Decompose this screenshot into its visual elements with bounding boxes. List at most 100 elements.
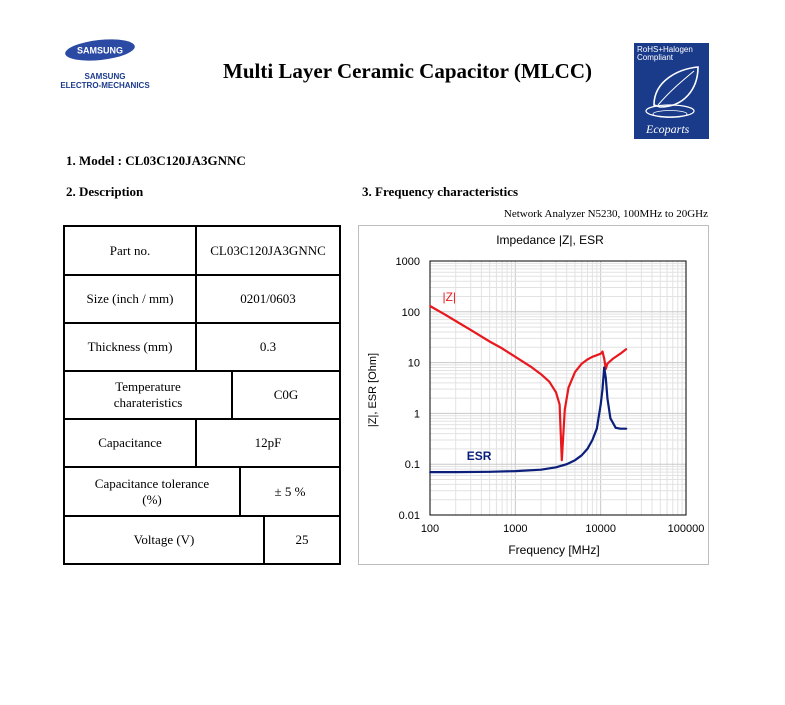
- impedance-point: [488, 340, 491, 343]
- impedance-series-line: [429, 305, 628, 462]
- impedance-point: [574, 371, 576, 373]
- esr-point: [514, 470, 517, 472]
- impedance-point: [580, 362, 583, 365]
- spec-value: C0G: [273, 387, 299, 402]
- y-tick-label: 0.1: [405, 459, 420, 471]
- esr-point: [540, 468, 542, 471]
- table-row: Capacitance 12pF: [65, 420, 339, 468]
- impedance-point: [591, 355, 594, 358]
- impedance-point: [529, 365, 532, 368]
- impedance-point: [599, 352, 602, 355]
- impedance-point: [560, 459, 563, 462]
- chart-ticks: 0.01 0.1 1 10 100 1000 100 1000 10000 100000: [396, 256, 705, 535]
- samsung-logo-text: SAMSUNG: [77, 46, 123, 56]
- table-row: Capacitance tolerance (%) ± 5 %: [65, 468, 339, 517]
- impedance-point: [563, 408, 566, 411]
- eco-badge-line2: Compliant: [637, 53, 674, 62]
- esr-point: [603, 366, 606, 369]
- y-tick-label: 1: [414, 408, 420, 420]
- esr-point: [601, 388, 604, 391]
- impedance-point: [606, 362, 609, 365]
- leaf-icon: [645, 66, 699, 118]
- spec-label: Thickness (mm): [65, 324, 197, 370]
- spec-value: 25: [295, 532, 309, 547]
- impedance-series-label: |Z|: [442, 290, 456, 304]
- spec-label: Temperature charateristics: [65, 372, 233, 418]
- impedance-point: [514, 355, 517, 358]
- frequency-heading: 3. Frequency characteristics: [362, 184, 519, 199]
- esr-point: [555, 466, 557, 469]
- x-tick-label: 100000: [668, 523, 705, 535]
- spec-label: Part no.: [65, 227, 197, 274]
- spec-label: Capacitance: [65, 420, 197, 466]
- chart-grid: [429, 261, 686, 516]
- impedance-point: [548, 380, 551, 383]
- spec-value: CL03C120JA3GNNC: [210, 242, 326, 258]
- table-row: Temperature charateristics C0G: [65, 372, 339, 420]
- esr-point: [619, 427, 622, 430]
- esr-point: [609, 417, 612, 420]
- esr-point: [580, 454, 583, 457]
- esr-point: [604, 377, 607, 379]
- esr-point: [574, 459, 576, 462]
- esr-series-label: ESR: [467, 449, 492, 463]
- esr-point: [586, 448, 589, 450]
- company-name: SAMSUNG: [84, 72, 126, 81]
- spec-value: 0201/0603: [240, 291, 296, 306]
- description-heading: 2. Description: [66, 184, 144, 199]
- chart-canvas: |Z| ESR 0.01 0.1 1 10 100 1000 100 1000 10000 1000…: [367, 233, 705, 557]
- esr-point: [565, 463, 568, 466]
- esr-point: [614, 426, 617, 429]
- x-tick-label: 100: [421, 523, 439, 535]
- esr-point: [625, 427, 628, 430]
- impedance-point: [612, 357, 614, 360]
- impedance-point: [444, 313, 446, 316]
- company-division: ELECTRO-MECHANICS: [60, 81, 150, 90]
- impedance-chart: |Z| ESR 0.01 0.1 1 10 100 1000 100 1000 10000 1000…: [358, 225, 709, 565]
- spec-table: Part no. CL03C120JA3GNNC Size (inch / mm…: [63, 225, 341, 565]
- spec-value: ± 5 %: [274, 483, 306, 499]
- impedance-point: [625, 348, 628, 350]
- ecoparts-brand-text: Ecoparts: [646, 122, 690, 136]
- spec-label: Capacitance tolerance (%): [65, 468, 241, 515]
- x-tick-label: 10000: [585, 523, 616, 535]
- impedance-point: [558, 403, 561, 406]
- y-axis-label: |Z|, ESR [Ohm]: [367, 353, 379, 427]
- chart-title: Impedance |Z|, ESR: [496, 233, 604, 247]
- impedance-point: [429, 305, 431, 307]
- spec-value: 12pF: [254, 435, 282, 450]
- samsung-logo: SAMSUNG: [65, 39, 135, 61]
- y-tick-label: 100: [402, 307, 420, 319]
- table-row: Size (inch / mm) 0201/0603: [65, 276, 339, 324]
- plot-frame: [429, 260, 687, 516]
- impedance-point: [595, 354, 598, 357]
- esr-point: [595, 427, 598, 430]
- impedance-point: [567, 386, 570, 389]
- spec-label: Size (inch / mm): [65, 276, 197, 322]
- esr-point: [429, 471, 431, 473]
- impedance-point: [601, 350, 604, 353]
- model-heading: 1. Model : CL03C120JA3GNNC: [66, 153, 246, 168]
- esr-point: [599, 403, 602, 406]
- impedance-point: [454, 320, 457, 322]
- eco-badge-line1: RoHS+Halogen: [637, 45, 693, 54]
- analyzer-note: Network Analyzer N5230, 100MHz to 20GHz: [503, 208, 708, 220]
- y-tick-label: 0.01: [399, 510, 420, 522]
- y-tick-label: 10: [408, 358, 420, 370]
- impedance-point: [619, 352, 622, 355]
- table-row: Voltage (V) 25: [65, 517, 339, 563]
- table-row: Thickness (mm) 0.3: [65, 324, 339, 372]
- spec-label: Voltage (V): [65, 517, 265, 563]
- y-tick-label: 1000: [396, 256, 420, 268]
- esr-point: [591, 439, 594, 441]
- impedance-point: [603, 357, 606, 360]
- page-title: Multi Layer Ceramic Capacitor (MLCC): [223, 59, 592, 83]
- x-axis-label: Frequency [MHz]: [508, 543, 599, 557]
- esr-point: [488, 470, 491, 473]
- x-tick-label: 1000: [503, 523, 527, 535]
- impedance-point: [540, 373, 542, 376]
- spec-value: 0.3: [259, 339, 277, 354]
- esr-point: [606, 397, 609, 399]
- impedance-point: [586, 358, 589, 361]
- impedance-point: [501, 347, 503, 350]
